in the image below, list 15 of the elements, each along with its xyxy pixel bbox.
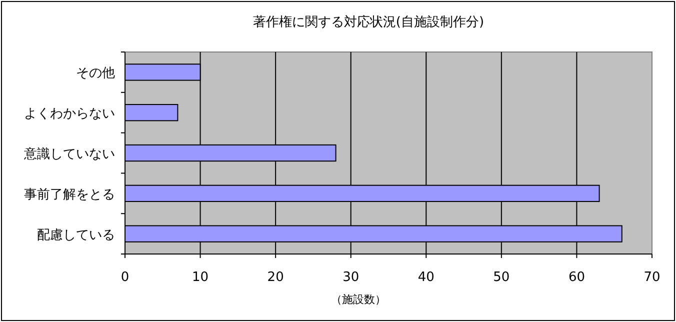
y-tick-label: よくわからない <box>24 106 115 122</box>
x-tick-label: 40 <box>418 270 434 285</box>
y-tick-label: 事前了解をとる <box>24 187 115 202</box>
x-tick-label: 10 <box>192 270 209 285</box>
x-tick-label: 60 <box>568 270 585 285</box>
x-tick-label: 20 <box>267 270 284 285</box>
x-tick-label: 30 <box>342 270 360 285</box>
y-tick-label: その他 <box>76 66 115 82</box>
x-tick-label: 70 <box>644 270 660 285</box>
x-axis-title: （施設数） <box>331 293 386 306</box>
y-tick-label: 意識していない <box>23 147 115 162</box>
x-tick-label: 50 <box>493 270 510 285</box>
y-tick-label: 配慮している <box>37 228 115 243</box>
x-tick-label: 0 <box>120 270 130 285</box>
chart-title: 著作権に関する対応状況(自施設制作分) <box>252 14 484 30</box>
